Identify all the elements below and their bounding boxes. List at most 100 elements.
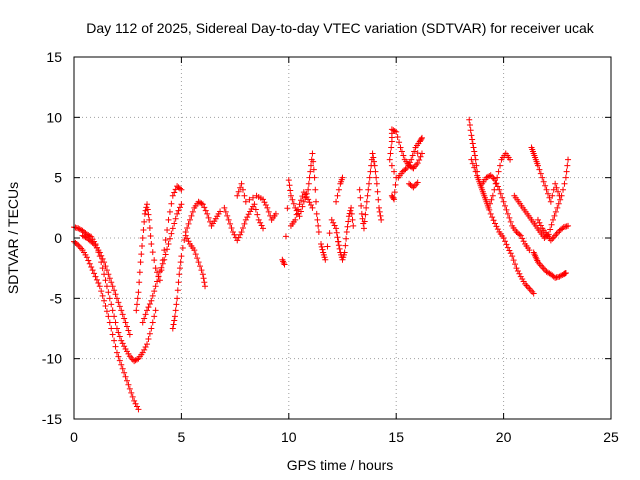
data-point [297, 197, 304, 204]
x-tick-label: 0 [70, 429, 78, 445]
data-point [111, 287, 118, 294]
series-arc-u [511, 156, 572, 241]
data-point [296, 201, 303, 208]
data-point [146, 216, 153, 223]
data-point [141, 218, 148, 225]
data-point [158, 264, 165, 271]
data-point [154, 278, 161, 285]
data-point [102, 277, 109, 284]
data-point [151, 313, 158, 320]
data-point [504, 210, 511, 217]
data-point [405, 162, 412, 169]
data-point [495, 168, 502, 175]
data-point [516, 270, 523, 277]
y-tick-label: -5 [50, 290, 63, 306]
data-point [170, 321, 177, 328]
data-point [137, 259, 144, 266]
data-point [108, 279, 115, 286]
series-arc-m [335, 204, 357, 263]
data-point [418, 136, 425, 143]
data-point [313, 198, 320, 205]
data-point [148, 241, 155, 248]
data-point [171, 189, 178, 196]
data-point [388, 144, 395, 151]
data-point [349, 216, 356, 223]
data-point [342, 242, 349, 249]
data-point [152, 307, 159, 314]
data-point [169, 325, 176, 332]
data-point [310, 166, 317, 173]
data-point [369, 150, 376, 157]
data-point [166, 235, 173, 242]
data-point [391, 168, 398, 175]
data-point [176, 204, 183, 211]
data-point [119, 340, 126, 347]
data-point [109, 307, 116, 314]
data-point [200, 275, 207, 282]
data-point [115, 299, 122, 306]
data-point [396, 139, 403, 146]
data-point [149, 292, 156, 299]
data-point [488, 196, 495, 203]
data-point [129, 393, 136, 400]
data-point [106, 295, 113, 302]
data-point [184, 235, 191, 242]
data-point [390, 195, 397, 202]
data-point [305, 180, 312, 187]
data-point [376, 208, 383, 215]
data-point [489, 192, 496, 199]
data-point [377, 212, 384, 219]
data-point [506, 247, 513, 254]
data-point [361, 218, 368, 225]
data-point [231, 231, 238, 238]
series-arc-b [71, 238, 142, 413]
data-point [118, 361, 125, 368]
data-point [174, 295, 181, 302]
data-point [331, 222, 338, 229]
data-point [414, 160, 421, 167]
data-point [341, 249, 348, 256]
data-point [241, 220, 248, 227]
data-point [121, 343, 128, 350]
data-point [306, 199, 313, 206]
data-point [141, 346, 148, 353]
data-point [548, 221, 555, 228]
data-point [239, 224, 246, 231]
data-point [293, 211, 300, 218]
data-point [416, 156, 423, 163]
data-point [330, 219, 337, 226]
data-point [202, 207, 209, 214]
x-tick-label: 20 [496, 429, 512, 445]
data-point [393, 128, 400, 135]
data-point [408, 156, 415, 163]
series-arc-q [395, 134, 425, 191]
data-point [131, 397, 138, 404]
data-point [403, 165, 410, 172]
data-point [178, 201, 185, 208]
data-point [500, 235, 507, 241]
data-point [318, 243, 325, 250]
data-point [491, 186, 498, 193]
data-point [147, 232, 154, 239]
data-point [119, 365, 126, 372]
data-point [549, 192, 556, 199]
data-point [113, 325, 120, 332]
data-point [86, 260, 93, 267]
data-point [565, 222, 572, 229]
data-point [202, 283, 209, 290]
data-point [394, 134, 401, 141]
data-point [140, 226, 147, 233]
data-point [168, 230, 175, 237]
data-point [159, 260, 166, 267]
data-point [343, 228, 350, 235]
series-arc-g [182, 232, 209, 290]
data-point [144, 341, 151, 348]
data-point [486, 173, 493, 180]
data-point [287, 192, 294, 199]
data-point [344, 223, 351, 230]
data-point [387, 150, 394, 157]
data-point [225, 216, 232, 223]
data-point [550, 216, 557, 223]
data-point [365, 180, 372, 187]
data-point [146, 330, 153, 337]
